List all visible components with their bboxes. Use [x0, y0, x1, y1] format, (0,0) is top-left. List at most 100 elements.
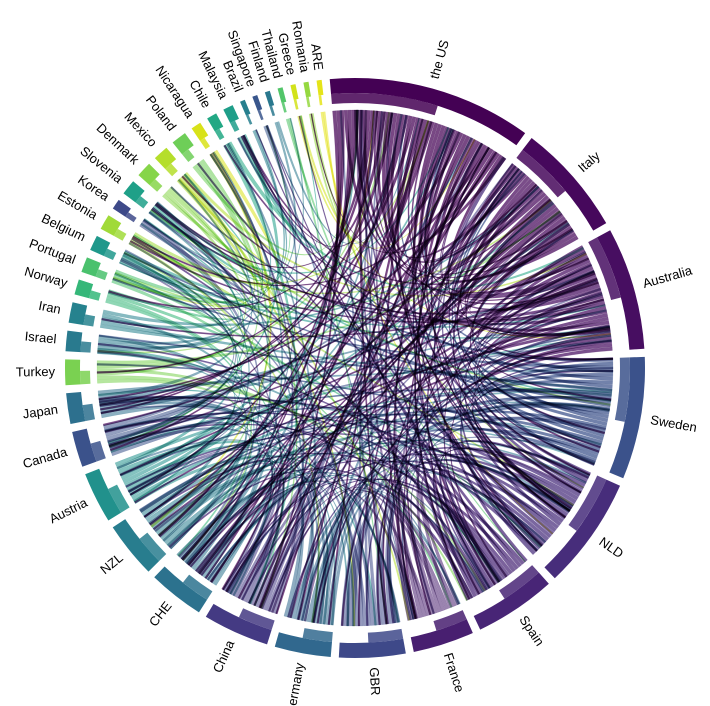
- label-portugal: Portugal: [27, 236, 78, 267]
- arc-gbr: [338, 638, 406, 659]
- ribbon-austria-to-gbr: [133, 455, 400, 623]
- ribbon-spain-to-the-us: [433, 156, 528, 563]
- label-china: China: [210, 637, 238, 675]
- arc-portugal: [81, 257, 101, 277]
- arc-band-belgium: [103, 248, 117, 261]
- arc-band-portugal: [95, 269, 108, 281]
- ribbon-portugal-to-spain: [113, 272, 500, 583]
- ribbon-are-to-nld: [320, 111, 554, 535]
- arc-iran: [68, 302, 88, 325]
- arc-band-china: [238, 608, 275, 631]
- label-canada: Canada: [21, 444, 70, 471]
- arc-band-israel: [80, 341, 92, 353]
- arc-nicaragua: [191, 122, 209, 141]
- arc-band-the-us: [331, 92, 438, 116]
- ribbon-nzl-to-sweden: [146, 418, 602, 523]
- arc-china: [205, 603, 272, 645]
- label-austria: Austria: [47, 494, 91, 526]
- arc-finland: [264, 90, 275, 107]
- arc-belgium: [90, 235, 111, 256]
- ribbon-singapore-to-france: [263, 125, 415, 620]
- ribbon-france-to-the-us: [394, 131, 461, 619]
- label-che: CHE: [146, 598, 175, 629]
- ribbon-estonia-to-germany: [128, 241, 320, 623]
- arc-nld: [544, 479, 621, 579]
- label-the-us: the US: [427, 38, 452, 81]
- arc-germany: [274, 632, 332, 657]
- arcs-layer: [64, 78, 645, 659]
- ribbon-are-to-the-us: [322, 110, 375, 240]
- ribbon-austria-to-australia: [114, 334, 612, 467]
- arc-band-denmark: [149, 179, 163, 192]
- ribbon-mexico-to-gbr: [176, 178, 356, 627]
- arc-malaysia: [223, 105, 239, 123]
- arc-chile: [207, 113, 224, 132]
- ribbon-greece-to-the-us: [297, 115, 476, 249]
- arc-band-italy: [516, 149, 566, 198]
- arc-band-chile: [214, 128, 225, 141]
- arc-france: [410, 619, 473, 652]
- ribbon-che-to-nld: [185, 439, 587, 565]
- arc-band-sweden: [614, 357, 630, 422]
- arc-band-estonia: [113, 228, 127, 241]
- ribbon-japan-to-germany: [99, 401, 320, 623]
- arc-band-are: [318, 95, 323, 106]
- arc-norway: [74, 279, 94, 299]
- arc-denmark: [138, 163, 160, 186]
- ribbon-norway-to-china: [106, 295, 285, 607]
- ribbon-china-to-the-us: [262, 142, 483, 611]
- ribbon-nzl-to-nld: [153, 452, 543, 548]
- ribbon-finland-to-the-us: [276, 117, 420, 245]
- label-spain: Spain: [516, 613, 547, 649]
- arc-band-france: [433, 610, 467, 631]
- arc-band-poland: [182, 149, 195, 162]
- ribbon-belgium-to-australia: [123, 250, 606, 328]
- arc-spain: [473, 572, 549, 630]
- ribbon-nzl-to-nld: [148, 442, 571, 526]
- arc-band-slovenia: [135, 196, 149, 209]
- label-are: ARE: [308, 43, 326, 72]
- ribbon-poland-to-china: [200, 158, 298, 609]
- label-france: France: [441, 651, 468, 694]
- label-turkey: Turkey: [16, 364, 56, 380]
- arc-che: [154, 566, 208, 613]
- label-italy: Italy: [575, 148, 603, 175]
- arc-brazil: [240, 99, 251, 116]
- label-sweden: Sweden: [649, 412, 698, 435]
- ribbon-singapore-to-che: [184, 124, 298, 563]
- arc-band-turkey: [80, 370, 91, 385]
- arc-greece: [290, 84, 299, 100]
- arc-romania: [303, 81, 311, 98]
- arc-singapore: [252, 95, 263, 111]
- arc-band-nicaragua: [200, 137, 210, 150]
- ribbon-thailand-to-gbr: [288, 118, 388, 625]
- ribbons-layer: [96, 109, 614, 627]
- ribbon-nicaragua-to-nzl: [150, 152, 272, 528]
- ribbon-sweden-to-malaysia: [237, 137, 613, 381]
- ribbon-iran-to-sweden: [100, 320, 613, 392]
- ribbon-slovenia-to-sweden: [155, 201, 612, 402]
- arc-band-spain: [499, 565, 539, 599]
- label-nzl: NZL: [97, 550, 126, 577]
- ribbon-romania-to-the-us: [308, 113, 429, 243]
- arc-slovenia: [123, 181, 145, 203]
- arc-poland: [172, 133, 194, 155]
- ribbon-austria-to-the-us: [120, 128, 454, 481]
- arc-band-malaysia: [230, 120, 240, 132]
- arc-band-greece: [293, 99, 299, 110]
- ribbon-austria-to-sweden: [131, 387, 613, 501]
- arc-band-germany: [302, 628, 333, 643]
- arc-band-finland: [269, 105, 276, 117]
- arc-korea: [112, 199, 131, 217]
- arc-band-nzl: [139, 532, 167, 562]
- ribbon-korea-to-che: [141, 218, 261, 561]
- arc-austria: [85, 468, 122, 521]
- ribbon-turkey-to-spain: [96, 368, 469, 602]
- arc-band-iran: [83, 314, 96, 327]
- label-germany: Germany: [283, 661, 308, 706]
- label-australia: Australia: [641, 262, 694, 291]
- ribbon-thailand-to-spain: [285, 118, 526, 563]
- arc-israel: [65, 330, 83, 353]
- ribbon-portugal-to-france: [111, 279, 453, 608]
- arc-band-gbr: [367, 628, 404, 643]
